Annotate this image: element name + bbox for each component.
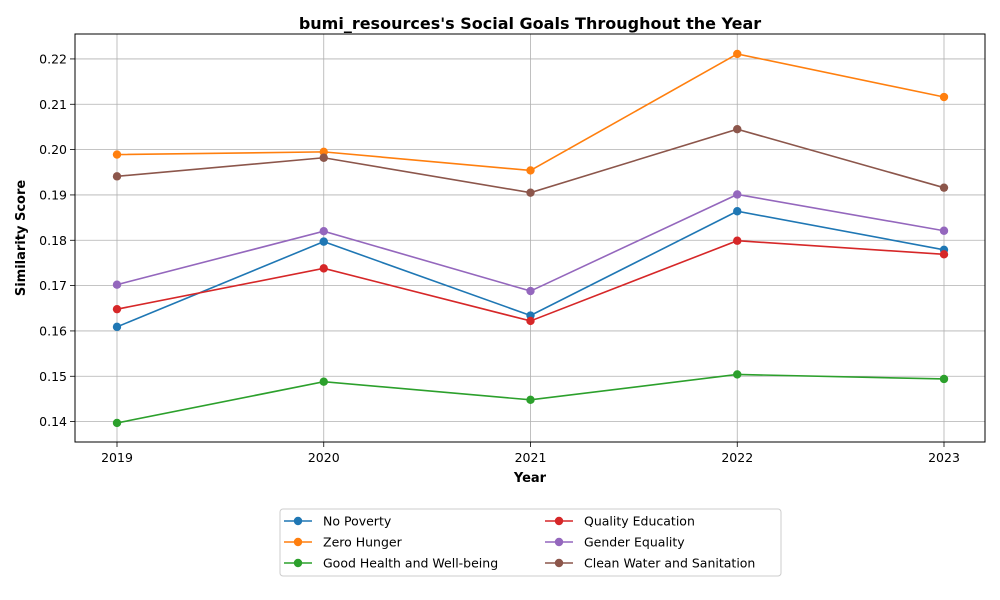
data-point-zero-hunger (319, 147, 328, 157)
chart-title: bumi_resources's Social Goals Throughout… (299, 14, 761, 33)
legend-swatch-marker (554, 516, 564, 526)
data-point-zero-hunger (939, 92, 949, 102)
series-good-health-and-well-being (112, 370, 949, 428)
legend-swatch-marker (554, 537, 564, 547)
legend-label: Quality Education (584, 514, 695, 529)
data-point-gender-equality (319, 227, 328, 236)
y-tick-label: 0.22 (39, 51, 67, 66)
y-tick-label: 0.21 (39, 97, 67, 112)
data-point-no-poverty (319, 237, 328, 246)
data-point-no-poverty (733, 207, 742, 216)
plot-area-frame (74, 33, 986, 443)
data-point-zero-hunger (526, 166, 535, 175)
data-point-no-poverty (112, 322, 122, 332)
legend: No Poverty Zero Hunger Good Health and Wel… (279, 508, 782, 577)
legend-swatch-marker (293, 558, 303, 568)
legend-frame (279, 508, 782, 577)
x-tick-label: 2023 (928, 450, 960, 465)
legend-label: Gender Equality (584, 535, 685, 550)
data-point-zero-hunger (733, 49, 742, 59)
y-tick-label: 0.20 (39, 142, 67, 157)
y-tick-label: 0.19 (39, 187, 67, 202)
data-point-good-health-and-well-being (939, 374, 949, 384)
data-point-quality-education (733, 236, 742, 245)
legend-item-gender-equality: Gender Equality (545, 535, 685, 550)
series-gender-equality (112, 190, 949, 296)
data-point-good-health-and-well-being (112, 418, 122, 428)
legend-label: Clean Water and Sanitation (584, 556, 755, 571)
x-tick-label: 2022 (721, 450, 753, 465)
data-point-zero-hunger (112, 150, 122, 159)
grid-lines (75, 34, 985, 442)
x-tick-label: 2020 (308, 450, 340, 465)
legend-item-zero-hunger: Zero Hunger (284, 535, 403, 550)
data-point-gender-equality (939, 226, 949, 235)
x-axis-label: Year (513, 471, 547, 486)
data-point-quality-education (319, 264, 328, 273)
data-point-good-health-and-well-being (319, 377, 328, 386)
data-point-clean-water-and-sanitation (112, 172, 122, 181)
legend-item-clean-water-and-sanitation: Clean Water and Sanitation (545, 556, 755, 571)
legend-label: No Poverty (323, 514, 392, 529)
data-point-gender-equality (733, 190, 742, 199)
data-point-gender-equality (526, 286, 535, 296)
data-point-clean-water-and-sanitation (319, 153, 328, 162)
data-point-gender-equality (112, 280, 122, 289)
legend-label: Good Health and Well-being (323, 556, 498, 571)
axis-ticks: 2019 2020 2021 2022 2023 0.14 0.15 0.16 0.17 0.18… (39, 51, 960, 465)
legend-item-good-health-and-well-being: Good Health and Well-being (284, 556, 498, 571)
data-point-good-health-and-well-being (733, 370, 742, 379)
data-point-clean-water-and-sanitation (939, 183, 949, 192)
series-quality-education (112, 236, 949, 326)
x-tick-label: 2019 (101, 450, 133, 465)
y-tick-label: 0.14 (39, 414, 67, 429)
y-tick-label: 0.15 (39, 369, 67, 384)
y-tick-label: 0.16 (39, 323, 67, 338)
data-point-quality-education (939, 250, 949, 259)
legend-label: Zero Hunger (323, 535, 403, 550)
legend-item-no-poverty: No Poverty (284, 514, 392, 529)
legend-swatch-marker (293, 537, 303, 547)
legend-swatch-marker (554, 558, 564, 568)
data-point-clean-water-and-sanitation (733, 125, 742, 134)
data-point-quality-education (112, 304, 122, 314)
y-tick-label: 0.18 (39, 233, 67, 248)
data-point-good-health-and-well-being (526, 395, 535, 405)
y-tick-label: 0.17 (39, 278, 67, 293)
legend-item-quality-education: Quality Education (545, 514, 695, 529)
series-clean-water-and-sanitation (112, 125, 949, 197)
series-zero-hunger (112, 49, 949, 175)
legend-swatch-marker (293, 516, 303, 526)
y-axis-label: Similarity Score (14, 180, 29, 297)
x-tick-label: 2021 (515, 450, 547, 465)
data-point-clean-water-and-sanitation (526, 188, 535, 197)
series-lines (112, 49, 949, 428)
data-point-quality-education (526, 316, 535, 326)
